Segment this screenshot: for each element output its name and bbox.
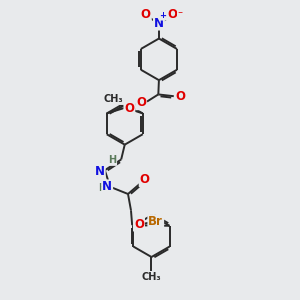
Text: O: O — [136, 96, 146, 109]
Text: O: O — [141, 8, 151, 21]
Text: Br: Br — [148, 215, 163, 228]
Text: O: O — [168, 8, 178, 21]
Text: N: N — [95, 165, 105, 178]
Text: O: O — [140, 173, 150, 186]
Text: O: O — [134, 218, 144, 230]
Text: CH₃: CH₃ — [104, 94, 123, 104]
Text: O: O — [124, 102, 134, 115]
Text: O: O — [175, 90, 185, 103]
Text: O: O — [134, 218, 144, 230]
Text: ⁻: ⁻ — [178, 10, 183, 20]
Text: N: N — [154, 16, 164, 30]
Text: H: H — [98, 183, 106, 193]
Text: H: H — [108, 155, 116, 165]
Text: N: N — [102, 180, 112, 194]
Text: CH₃: CH₃ — [142, 272, 161, 282]
Text: +: + — [160, 11, 167, 20]
